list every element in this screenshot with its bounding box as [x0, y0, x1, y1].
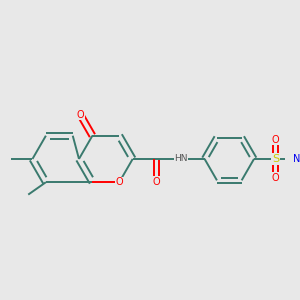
Text: O: O	[76, 110, 84, 120]
Text: N: N	[293, 154, 300, 164]
Text: HN: HN	[174, 154, 188, 164]
Text: O: O	[153, 177, 160, 187]
Text: O: O	[116, 177, 123, 187]
Text: O: O	[272, 135, 279, 145]
Text: S: S	[272, 154, 279, 164]
Text: O: O	[272, 173, 279, 183]
